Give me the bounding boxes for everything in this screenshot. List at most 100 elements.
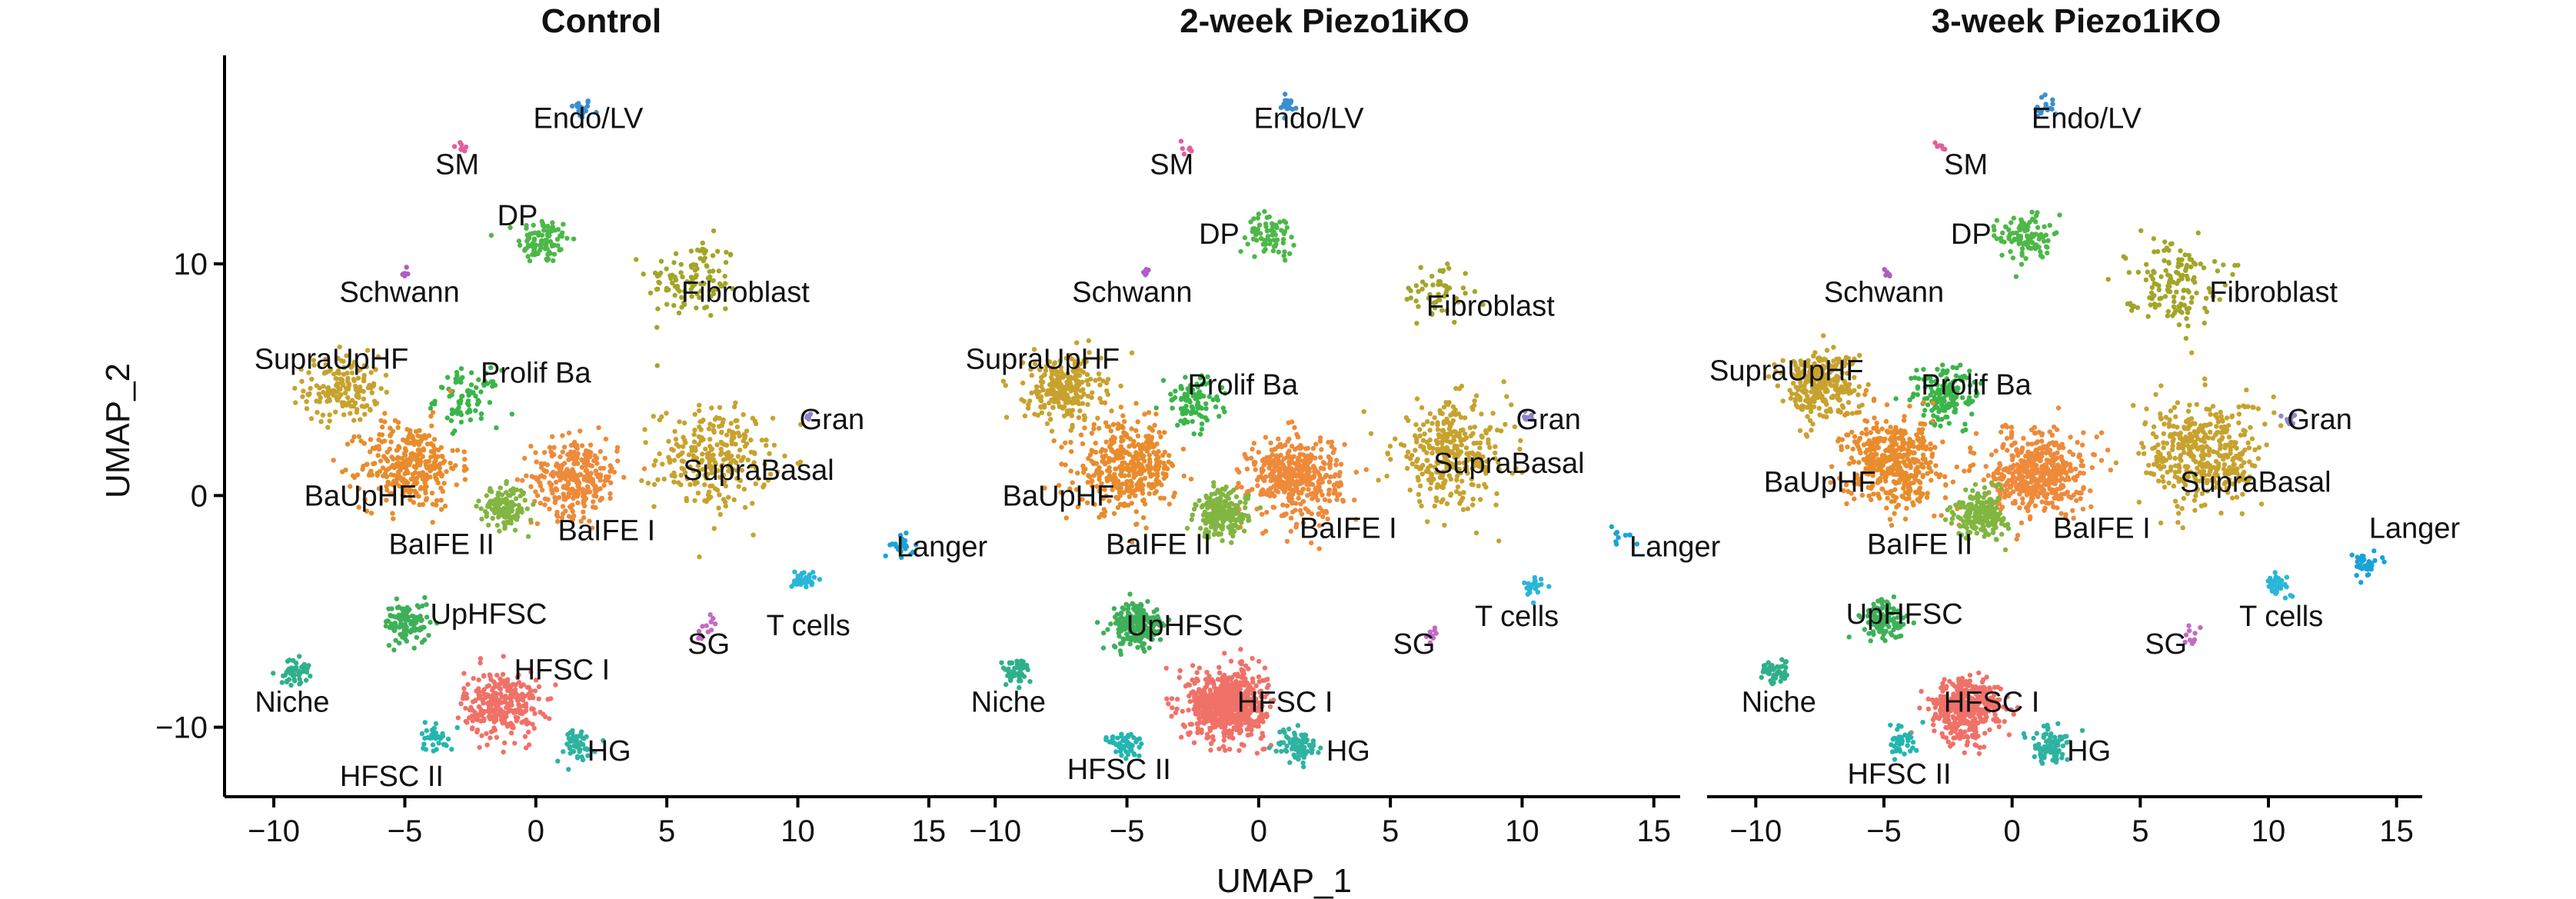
cell-point (388, 425, 393, 431)
cell-point (1384, 473, 1390, 479)
cell-point (1075, 394, 1080, 399)
cell-point (1494, 491, 1499, 497)
cell-point (664, 411, 669, 416)
cell-point (568, 442, 574, 448)
cell-point (392, 418, 398, 423)
cell-point (1124, 487, 1130, 493)
cell-point (351, 418, 357, 423)
cell-point (563, 508, 568, 514)
cell-point (328, 367, 334, 372)
cell-point (384, 458, 391, 464)
cell-point (1310, 481, 1316, 488)
cell-point (426, 433, 432, 438)
cell-point (642, 427, 647, 432)
cell-point (1408, 288, 1413, 294)
cell-point (664, 266, 669, 271)
cell-point (676, 310, 682, 316)
cell-point (678, 482, 684, 488)
cell-point (1222, 651, 1227, 656)
cell-point (571, 236, 577, 241)
cell-point (351, 377, 357, 382)
cell-point (1113, 466, 1118, 471)
cell-point (358, 438, 364, 444)
cell-point (679, 465, 684, 471)
cell-point (719, 429, 724, 435)
cell-point (701, 281, 707, 286)
cell-point (711, 452, 716, 458)
cell-point (1283, 474, 1288, 479)
cell-point (520, 478, 525, 483)
cell-point (717, 474, 723, 480)
cell-point (1076, 415, 1082, 421)
cell-point (1157, 430, 1162, 435)
cell-point (417, 502, 422, 508)
cell-point (1154, 441, 1160, 447)
cell-point (499, 507, 505, 513)
cell-point (1135, 470, 1141, 476)
cell-point (716, 505, 721, 511)
cell-point (522, 455, 528, 461)
cell-point (564, 235, 570, 241)
cell-point (1273, 454, 1279, 459)
cell-point (709, 470, 715, 475)
cell-point (469, 390, 475, 396)
cell-point (1068, 388, 1073, 394)
cell-point (697, 408, 702, 414)
cell-point (502, 740, 508, 746)
cell-point (734, 475, 740, 481)
cell-point (672, 428, 677, 435)
cell-point (711, 429, 717, 435)
cell-point (415, 452, 421, 458)
cell-point (1133, 493, 1138, 498)
cell-point (670, 280, 675, 286)
cell-point (1178, 138, 1184, 144)
cell-point (1238, 647, 1243, 652)
cell-point (1142, 458, 1147, 464)
cell-point (715, 468, 721, 474)
cell-point (541, 474, 547, 480)
cell-point (550, 220, 555, 225)
cell-point (1442, 283, 1447, 288)
cell-point (1127, 436, 1133, 441)
cell-point (493, 508, 498, 514)
cell-point (1169, 714, 1174, 719)
cell-point (1134, 521, 1140, 527)
cell-point (348, 365, 354, 370)
cell-point (1103, 453, 1109, 458)
cell-point (1085, 401, 1090, 408)
cell-point (592, 487, 597, 493)
cell-point (1303, 506, 1309, 511)
cell-point (523, 701, 529, 707)
cell-point (1296, 456, 1301, 462)
cell-point (751, 460, 757, 465)
cell-point (1196, 728, 1201, 734)
cell-point (913, 542, 919, 548)
cell-point (1118, 472, 1123, 478)
cell-point (742, 444, 748, 449)
cell-point (525, 534, 531, 539)
cell-point (488, 365, 494, 371)
cell-point (1289, 419, 1295, 425)
cell-point (404, 608, 411, 613)
cell-point (684, 476, 690, 481)
cell-point (496, 490, 501, 496)
cell-point (1334, 481, 1340, 486)
cell-point (594, 109, 599, 115)
cell-point (653, 458, 658, 464)
cell-point (1315, 486, 1320, 491)
cell-point (1075, 471, 1080, 476)
cell-point (1087, 474, 1093, 480)
cell-point (750, 415, 756, 421)
cell-point (1220, 538, 1225, 544)
cell-point (580, 490, 585, 495)
cell-point (459, 146, 464, 151)
cell-point (1244, 727, 1250, 732)
cell-point (527, 258, 533, 264)
cell-point (565, 482, 571, 488)
cell-point (481, 711, 486, 716)
cell-point (565, 486, 571, 491)
cell-point (695, 473, 701, 478)
cell-point (577, 106, 583, 112)
cell-point (1414, 321, 1419, 326)
cell-point (530, 721, 535, 727)
